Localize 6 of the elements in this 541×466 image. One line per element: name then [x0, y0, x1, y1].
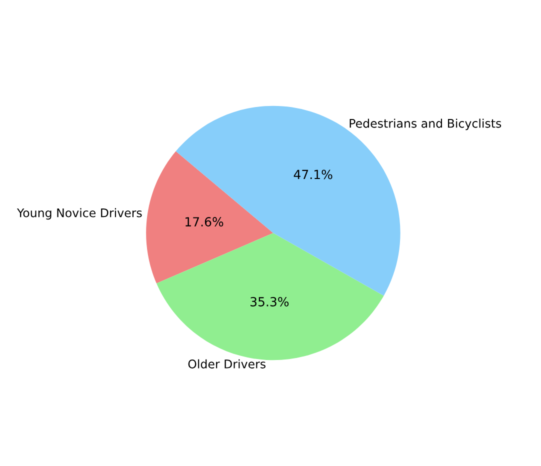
slice-label: Young Novice Drivers [16, 208, 142, 220]
data-label: 17.6% [186, 217, 224, 227]
slice-label: Pedestrians and Bicyclists [350, 118, 502, 130]
data-label: 35.3% [250, 296, 289, 306]
slice-label: Older Drivers [188, 359, 266, 368]
data-label: 47.1% [294, 170, 332, 180]
